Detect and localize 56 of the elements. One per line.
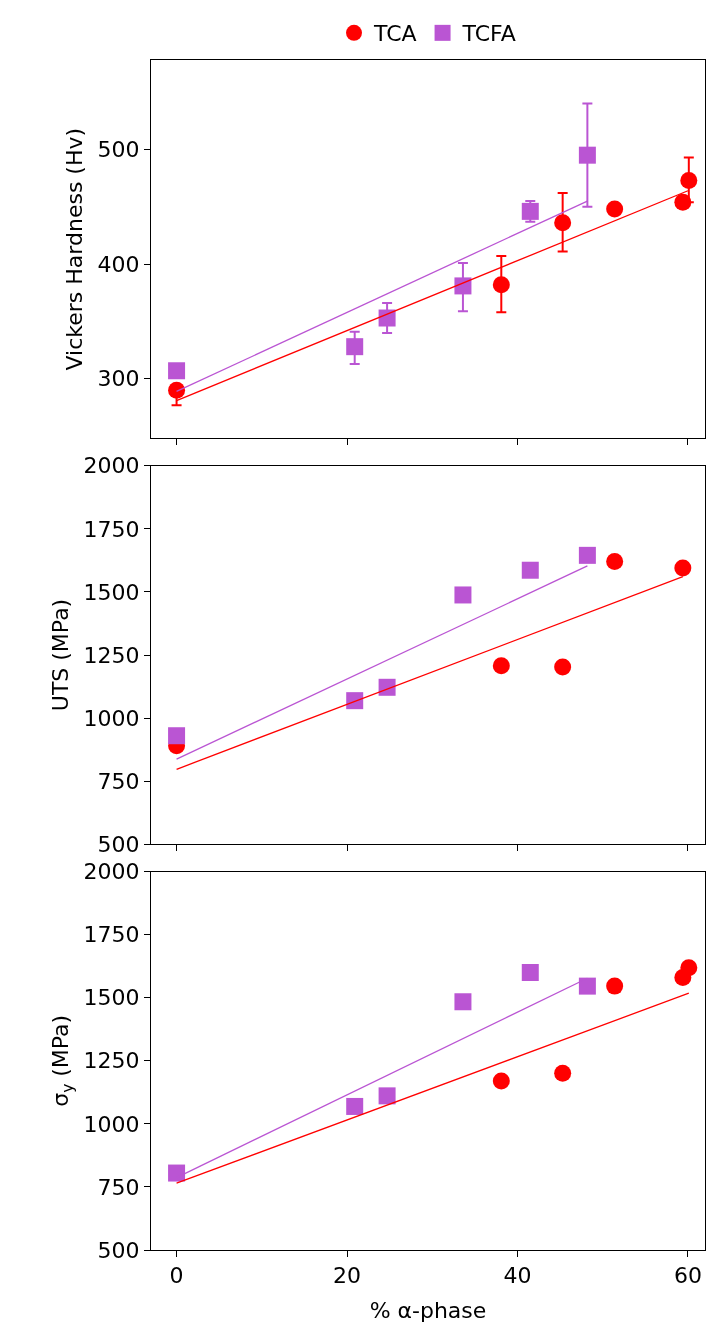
y-tick-label: 1000 [83,705,140,731]
point [378,1087,396,1105]
point [606,977,624,995]
y-tick-label: 300 [97,366,140,392]
point [346,692,364,710]
point [680,171,698,189]
point [492,657,510,675]
point [492,276,510,294]
point [454,277,472,295]
y-tick-label: 750 [97,768,140,794]
y-tick-label: 500 [97,1237,140,1263]
point [346,338,364,356]
y-axis-title: UTS (MPa) [48,598,74,712]
legend-label: TCA [373,21,417,47]
x-tick-label: 0 [169,1263,184,1289]
legend-label: TCFA [461,21,516,47]
x-tick-label: 40 [503,1263,532,1289]
x-axis-title: % α-phase [369,1298,487,1324]
point [168,727,186,745]
point [378,678,396,696]
y-tick-label: 1250 [83,642,140,668]
point [606,200,624,218]
x-tick-label: 20 [333,1263,362,1289]
point [454,586,472,604]
y-axis-title: Vickers Hardness (Hv) [62,127,88,371]
y-tick-label: 400 [97,251,140,277]
y-tick-label: 2000 [83,453,140,479]
point [168,362,186,380]
y-tick-label: 1750 [83,922,140,948]
y-tick-label: 500 [97,137,140,163]
y-tick-label: 1500 [83,579,140,605]
y-tick-label: 1000 [83,1111,140,1137]
y-tick-label: 500 [97,831,140,857]
y-tick-label: 750 [97,1174,140,1200]
point [578,546,596,564]
point [492,1072,510,1090]
point [521,561,539,579]
point [674,559,692,577]
point [168,1164,186,1182]
point [168,381,186,399]
point [578,146,596,164]
point [454,993,472,1011]
y-tick-label: 1750 [83,516,140,542]
point [554,214,572,232]
point [378,309,396,327]
y-tick-label: 1500 [83,985,140,1011]
y-tick-label: 1250 [83,1048,140,1074]
point [578,977,596,995]
point [680,959,698,977]
x-tick-label: 60 [673,1263,702,1289]
point [346,1097,364,1115]
point [554,1064,572,1082]
point [521,963,539,981]
y-tick-label: 2000 [83,859,140,885]
point [606,552,624,570]
point [554,658,572,676]
